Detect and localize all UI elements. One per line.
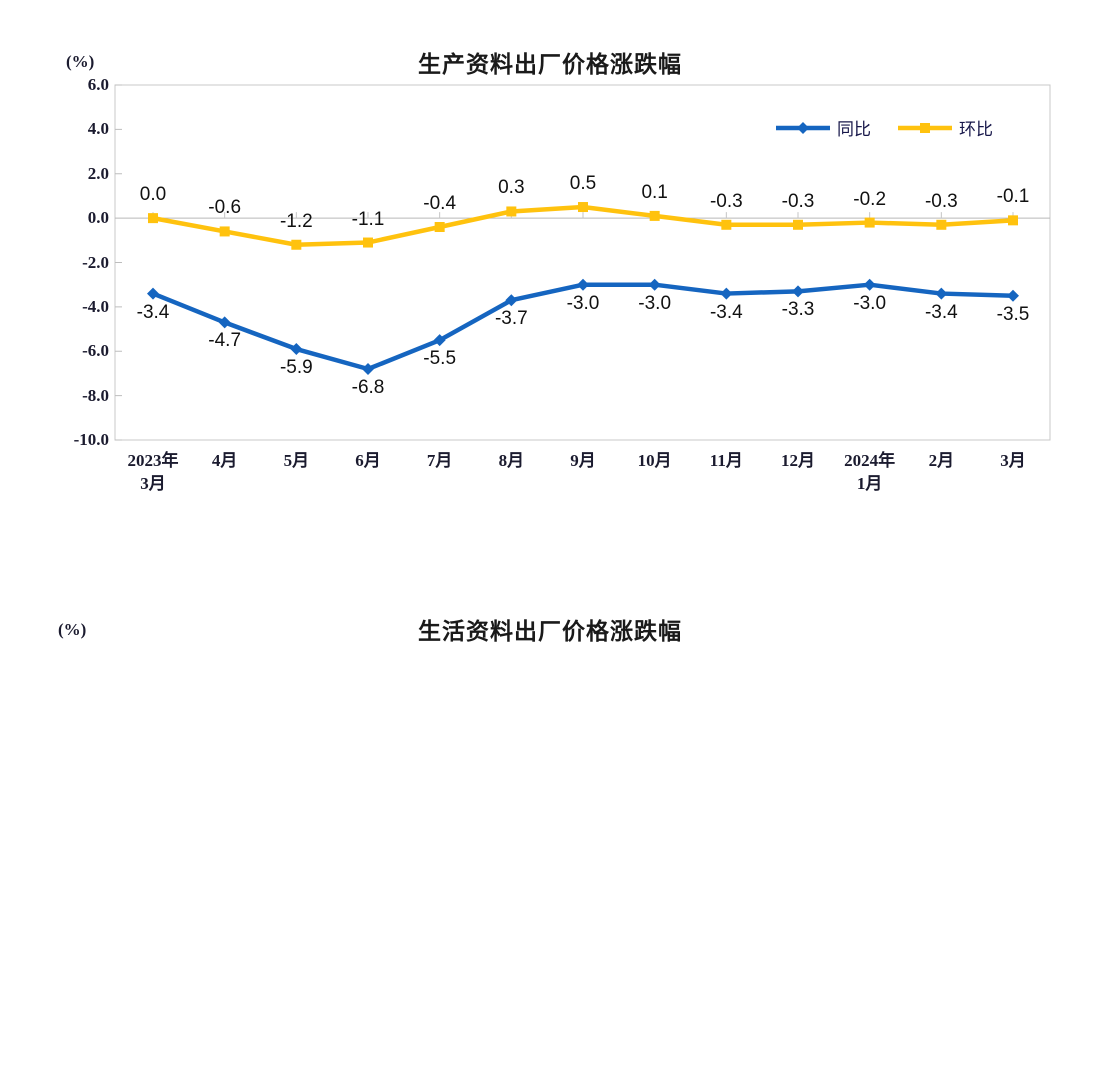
data-point-marker <box>434 222 445 232</box>
chart-legend: 同比 环比 <box>775 115 993 140</box>
data-point-label: -3.5 <box>996 303 1030 325</box>
x-axis-tick-label: 4月 <box>211 451 238 470</box>
y-axis-tick-label: 0.0 <box>87 208 109 228</box>
data-point-marker <box>864 217 875 228</box>
data-point-label: -0.6 <box>208 197 242 219</box>
y-axis-unit-producer-goods: (%) <box>66 52 95 71</box>
data-point-marker <box>1008 215 1018 226</box>
y-axis-tick-label: 2.0 <box>87 163 109 183</box>
data-point-marker <box>936 219 947 230</box>
data-point-label: 0.5 <box>569 173 597 195</box>
x-axis-tick-label: 9月 <box>570 451 596 470</box>
data-point-marker <box>720 287 733 300</box>
data-point-label: -3.0 <box>853 292 887 314</box>
x-axis-tick-label: 5月 <box>283 451 310 470</box>
x-axis-tick-label: 2024年 1月 <box>844 451 896 493</box>
data-point-marker <box>721 219 732 230</box>
data-point-marker <box>362 363 374 375</box>
legend-item-tongbi[interactable]: 同比 <box>775 115 871 140</box>
data-point-label: -0.3 <box>781 190 815 212</box>
data-point-label: -3.4 <box>924 301 958 323</box>
data-point-label: -0.2 <box>853 188 887 210</box>
data-point-marker <box>506 206 517 217</box>
chart-title-consumer-goods: 生活资料出厂价格涨跌幅 <box>418 618 682 644</box>
y-axis-tick-label: -4.0 <box>82 296 109 316</box>
data-point-marker <box>648 278 661 291</box>
data-point-label: -5.9 <box>279 357 313 379</box>
data-point-marker <box>793 219 803 230</box>
diamond-marker-icon <box>776 121 830 134</box>
data-point-label: -1.2 <box>279 210 313 232</box>
data-point-label: -0.4 <box>423 193 457 214</box>
data-point-marker <box>505 294 518 307</box>
data-point-label: -0.1 <box>996 186 1030 208</box>
y-axis-unit-consumer-goods: (%) <box>58 620 87 639</box>
data-point-marker <box>148 213 158 224</box>
x-axis-tick-label: 2月 <box>928 451 955 470</box>
data-point-label: -3.7 <box>494 308 528 330</box>
chart-producer-goods: 生产资料出厂价格涨跌幅 (%) 6.0 4.0 2.0 0.0 -2.0 -4.0 -6.0… <box>66 51 1051 493</box>
chart-title-producer-goods: 生产资料出厂价格涨跌幅 <box>418 51 682 77</box>
data-point-marker <box>578 202 588 213</box>
x-axis-tick-label: 12月 <box>781 451 815 470</box>
x-axis-tick-label: 3月 <box>1000 451 1026 470</box>
plot-border <box>114 84 1051 441</box>
data-point-label: -6.8 <box>351 377 385 398</box>
data-point-marker <box>1007 289 1019 302</box>
x-axis-tick-label: 11月 <box>709 451 743 470</box>
data-point-marker <box>219 226 230 237</box>
x-axis-tick-label: 2023年 3月 <box>127 451 179 493</box>
legend-item-huanbi[interactable]: 环比 <box>897 115 993 140</box>
plot-canvas <box>0 560 1100 1092</box>
x-axis-tick-label: 7月 <box>426 451 453 470</box>
data-point-label: -1.1 <box>351 208 385 230</box>
x-axis-tick-label: 10月 <box>637 451 672 470</box>
data-point-label: -3.4 <box>136 301 170 323</box>
legend-label: 同比 <box>837 120 871 139</box>
y-axis-tick-label: -6.0 <box>82 341 109 361</box>
data-point-label: -3.0 <box>566 292 600 314</box>
data-point-marker <box>935 287 948 300</box>
x-axis-tick-label: 6月 <box>355 451 381 470</box>
data-point-label: -0.3 <box>709 190 743 212</box>
x-axis-tick-label: 8月 <box>498 451 525 470</box>
y-axis-tick-label: 6.0 <box>87 75 109 94</box>
y-axis-tick-label: 4.0 <box>87 119 109 139</box>
legend-label: 环比 <box>959 120 993 139</box>
square-marker-icon <box>898 122 952 133</box>
data-point-marker <box>649 210 660 221</box>
data-point-label: 0.3 <box>498 177 525 199</box>
data-point-marker <box>290 343 303 356</box>
y-axis-tick-label: -8.0 <box>82 385 109 405</box>
data-point-label: -3.4 <box>709 301 743 323</box>
data-point-marker <box>363 237 373 248</box>
chart-consumer-goods: 生活资料出厂价格涨跌幅 (%) 4.03.02.01.00.0-1.0-2.02… <box>0 560 1100 1092</box>
data-point-label: -0.3 <box>924 190 958 212</box>
data-point-label: 0.1 <box>641 181 668 203</box>
plot-canvas <box>114 84 1051 441</box>
data-point-marker <box>291 239 302 250</box>
data-point-marker <box>218 316 231 329</box>
data-point-label: -3.3 <box>781 299 815 321</box>
data-point-marker <box>577 278 589 291</box>
data-point-label: -5.5 <box>423 348 457 370</box>
data-point-marker <box>433 334 446 347</box>
data-point-marker <box>792 285 804 298</box>
data-point-marker <box>147 287 159 300</box>
data-point-label: -3.0 <box>638 292 672 314</box>
data-point-marker <box>863 278 876 291</box>
y-axis-tick-label: -2.0 <box>82 252 109 272</box>
data-point-label: -4.7 <box>208 330 242 352</box>
data-point-label: 0.0 <box>139 184 167 206</box>
y-axis-tick-label: -10.0 <box>73 430 109 449</box>
